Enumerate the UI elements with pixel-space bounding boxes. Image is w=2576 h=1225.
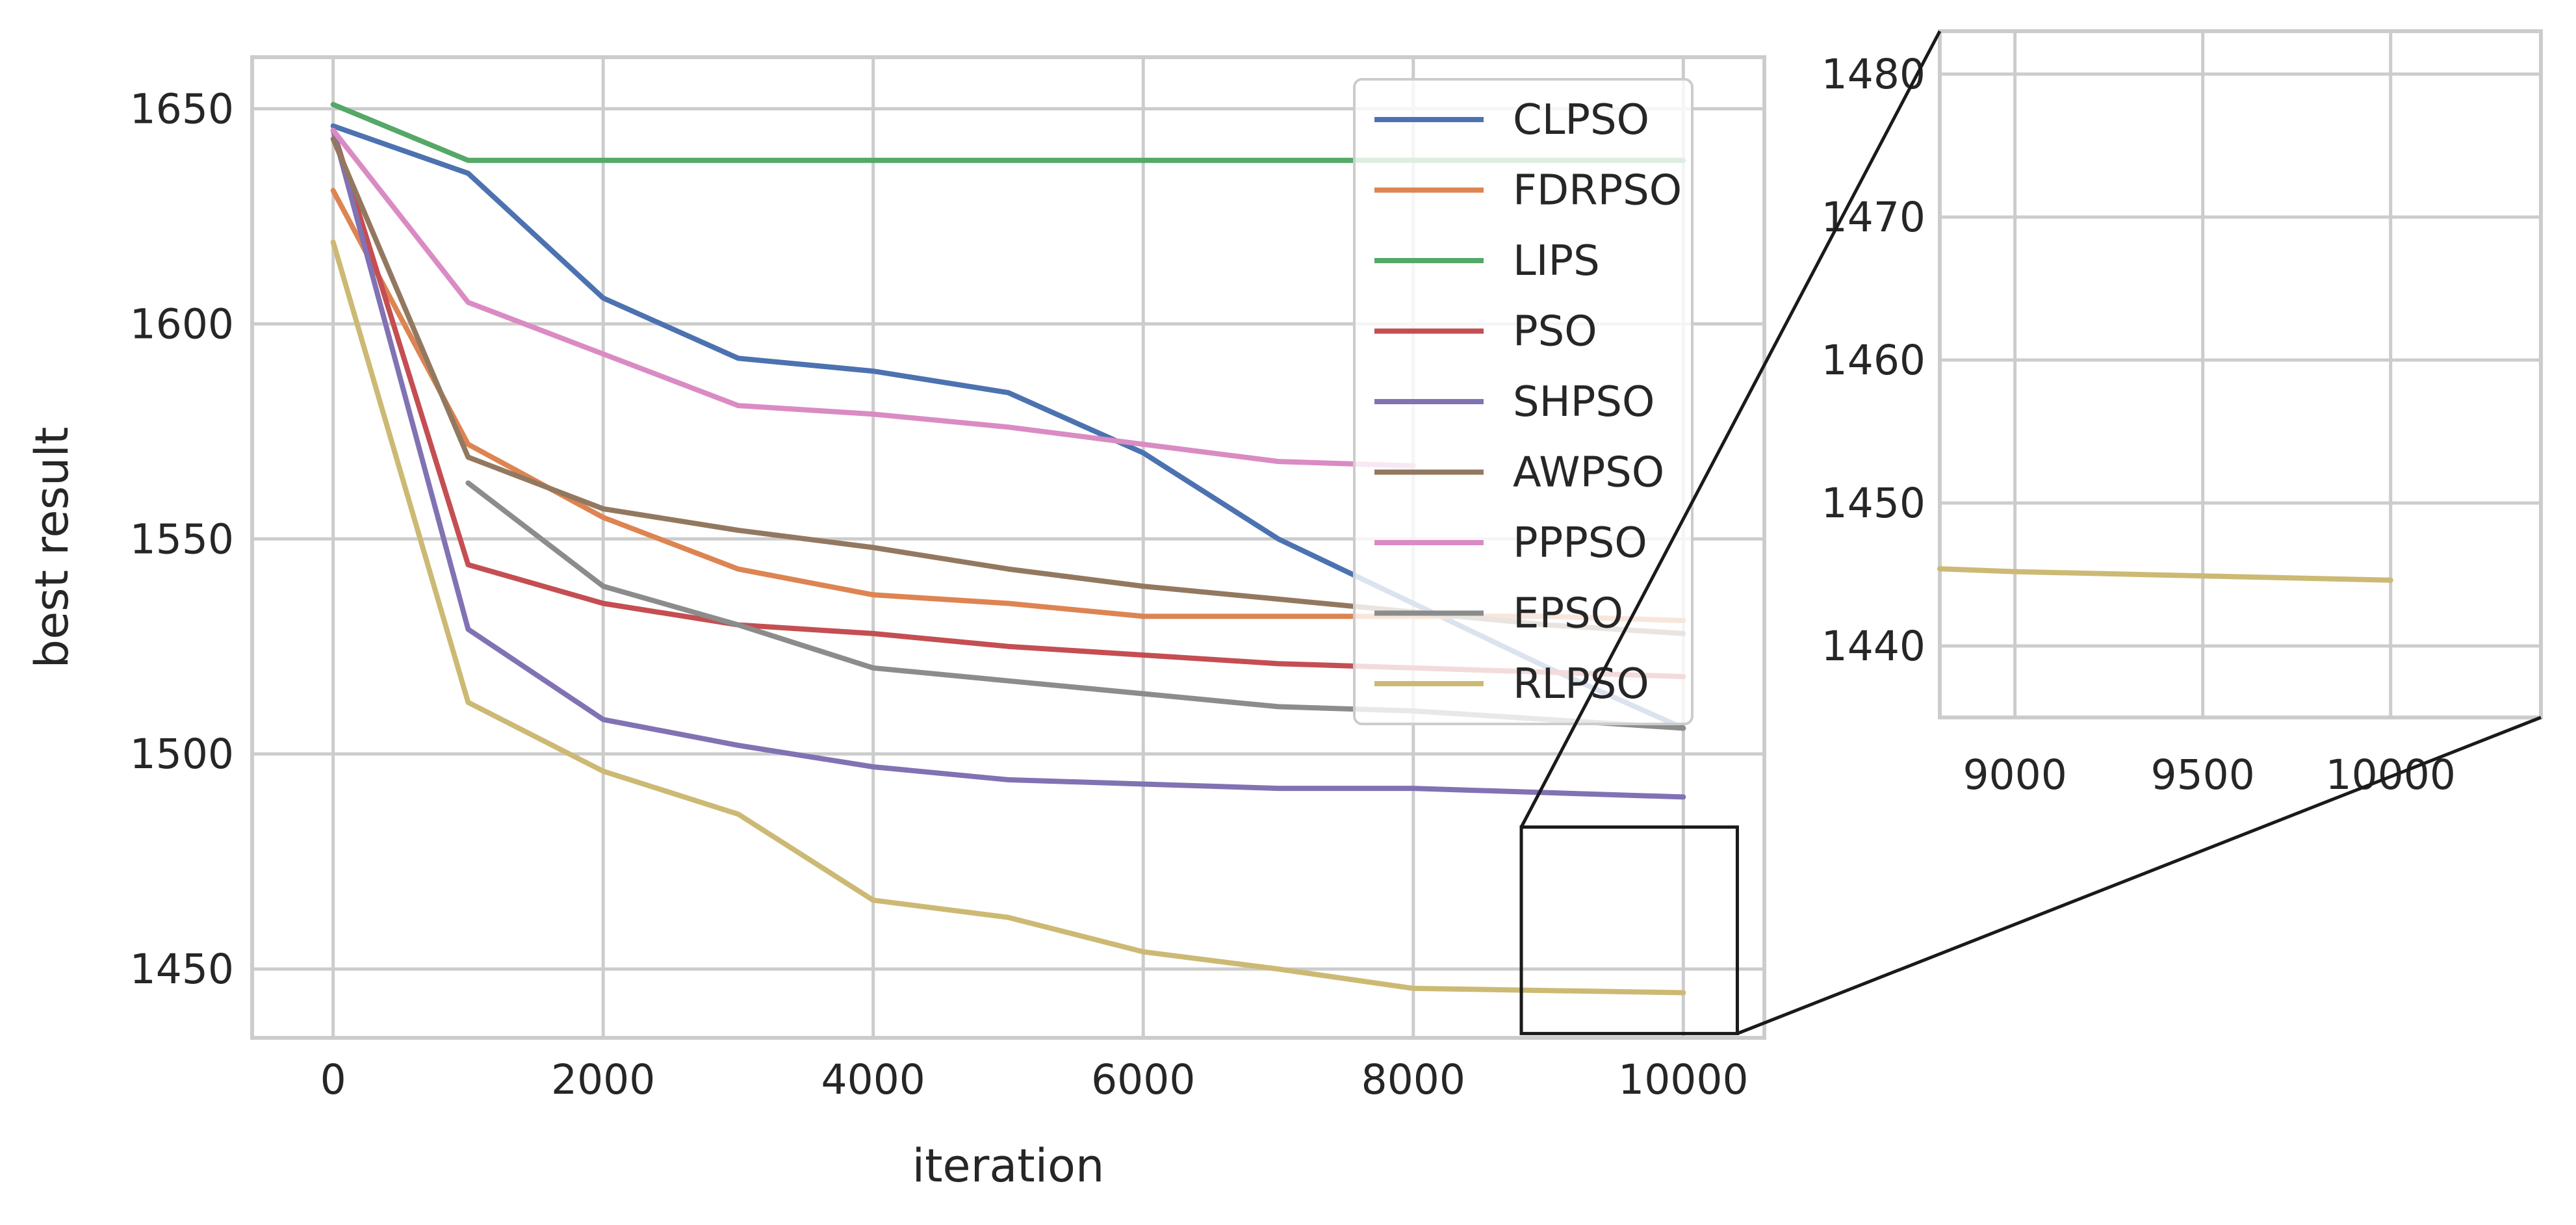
legend-label: PPPSO (1513, 519, 1647, 567)
inset-x-tick-label: 9000 (1963, 751, 2067, 799)
y-tick-label: 1550 (130, 515, 234, 563)
x-tick-label: 10000 (1618, 1056, 1748, 1103)
inset-series-line-rlpso (1937, 566, 2393, 583)
x-tick-label: 8000 (1361, 1056, 1465, 1103)
inset-y-tick-label: 1460 (1822, 337, 1926, 384)
zoom-connector-line (1519, 30, 1942, 828)
legend-label: LIPS (1513, 237, 1600, 285)
series-line-shpso (330, 127, 1686, 800)
inset-y-tick-label: 1440 (1822, 623, 1926, 670)
plot-frame (250, 55, 1766, 1040)
y-axis-label: best result (25, 427, 79, 669)
inset-frame (1938, 29, 2543, 719)
y-tick-label: 1650 (130, 85, 234, 133)
x-tick-label: 6000 (1091, 1056, 1195, 1103)
x-axis-label: iteration (912, 1139, 1105, 1193)
zoom-connector-line (1736, 716, 2542, 1035)
legend-label: CLPSO (1513, 96, 1649, 144)
y-tick-label: 1600 (130, 300, 234, 348)
series-line-rlpso (330, 239, 1686, 996)
legend: CLPSO FDRPSO LIPS PSO SHPSO AWPSO PPPSO EPSO RLP… (1353, 78, 1694, 725)
x-tick-label: 4000 (821, 1056, 925, 1103)
inset-chart: 900095001000014401450146014701480 (1822, 29, 2543, 799)
legend-label: RLPSO (1513, 660, 1649, 708)
zoom-indicator (1519, 30, 2542, 1035)
inset-x-tick-label: 9500 (2151, 751, 2255, 799)
series-line-pppso (330, 127, 1416, 469)
y-tick-label: 1500 (130, 730, 234, 778)
zoom-region-box (1519, 825, 1739, 1035)
inset-y-tick-label: 1450 (1822, 480, 1926, 527)
legend-label: FDRPSO (1513, 167, 1682, 215)
legend-box (1353, 78, 1694, 725)
x-tick-label: 0 (320, 1056, 346, 1103)
main-chart: 0 2000 4000 6000 8000 10000 1450 1500 1550 1600 16… (25, 55, 1766, 1193)
x-tick-label: 2000 (551, 1056, 655, 1103)
legend-label: AWPSO (1513, 449, 1664, 497)
y-tick-label: 1450 (130, 946, 234, 993)
legend-label: EPSO (1513, 590, 1623, 638)
legend-label: PSO (1513, 308, 1597, 356)
inset-y-tick-label: 1470 (1822, 194, 1926, 241)
legend-label: SHPSO (1513, 378, 1655, 426)
